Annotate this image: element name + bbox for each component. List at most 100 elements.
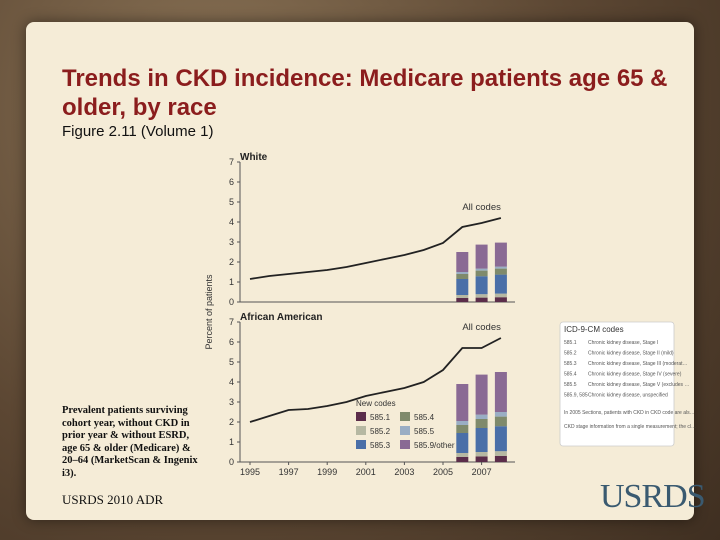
series-line bbox=[249, 337, 502, 423]
y-tick-label: 4 bbox=[229, 217, 234, 227]
y-tick-label: 1 bbox=[229, 277, 234, 287]
bar-segment bbox=[456, 425, 469, 433]
bar-segment bbox=[475, 276, 488, 295]
y-tick-label: 7 bbox=[229, 317, 234, 327]
codes-row-desc: Chronic kidney disease, Stage V (exclude… bbox=[588, 382, 689, 388]
codes-note: In 2005 Sections, patients with CKD in C… bbox=[564, 410, 695, 416]
y-tick-label: 6 bbox=[229, 337, 234, 347]
bar-segment bbox=[494, 242, 507, 267]
bar-segment bbox=[494, 456, 507, 462]
y-tick-label: 0 bbox=[229, 457, 234, 467]
y-tick-label: 6 bbox=[229, 177, 234, 187]
codes-box bbox=[559, 321, 675, 447]
y-axis-label: Percent of patients bbox=[204, 274, 214, 350]
y-tick-label: 1 bbox=[229, 437, 234, 447]
bar-segment bbox=[494, 372, 507, 412]
y-tick-label: 5 bbox=[229, 197, 234, 207]
y-tick-label: 7 bbox=[229, 157, 234, 167]
bar-segment bbox=[475, 414, 488, 419]
bar-segment bbox=[494, 293, 507, 298]
panel-label: African American bbox=[240, 312, 322, 323]
bar-segment bbox=[494, 451, 507, 456]
x-tick-label: 2005 bbox=[433, 467, 453, 477]
legend-swatch bbox=[356, 412, 366, 421]
y-tick-label: 2 bbox=[229, 257, 234, 267]
y-tick-label: 2 bbox=[229, 417, 234, 427]
bar-segment bbox=[494, 297, 507, 302]
bar-segment bbox=[475, 244, 488, 269]
bar-segment bbox=[475, 374, 488, 415]
x-tick-label: 1999 bbox=[317, 467, 337, 477]
codes-row-code: 585.4 bbox=[564, 372, 577, 378]
x-tick-label: 1997 bbox=[279, 467, 299, 477]
bar-segment bbox=[494, 412, 507, 417]
codes-row-code: 585.9, 585 bbox=[564, 393, 588, 399]
codes-row-code: 585.5 bbox=[564, 382, 577, 388]
bar-segment bbox=[456, 298, 469, 302]
series-annotation: All codes bbox=[462, 322, 501, 333]
bar-segment bbox=[456, 272, 469, 274]
codes-row-desc: Chronic kidney disease, Stage IV (severe… bbox=[588, 372, 682, 378]
bar-segment bbox=[494, 416, 507, 427]
legend-swatch bbox=[356, 440, 366, 449]
legend-label: 585.1 bbox=[370, 413, 391, 422]
legend-swatch bbox=[400, 412, 410, 421]
panel-label: White bbox=[240, 152, 268, 163]
legend-label: 585.2 bbox=[370, 427, 391, 436]
codes-box-title: ICD-9-CM codes bbox=[564, 325, 624, 334]
bar-segment bbox=[475, 452, 488, 457]
legend-title: New codes bbox=[356, 399, 396, 408]
bar-segment bbox=[494, 268, 507, 275]
x-tick-label: 1995 bbox=[240, 467, 260, 477]
x-tick-label: 2007 bbox=[472, 467, 492, 477]
codes-note: CKD stage information from a single meas… bbox=[564, 424, 696, 430]
bar-segment bbox=[456, 457, 469, 462]
footnote-text: Prevalent patients surviving cohort year… bbox=[62, 405, 198, 479]
bar-segment bbox=[475, 297, 488, 302]
bar-segment bbox=[494, 426, 507, 452]
bar-segment bbox=[456, 252, 469, 272]
legend-label: 585.3 bbox=[370, 441, 391, 450]
bar-segment bbox=[475, 270, 488, 277]
legend-label: 585.5 bbox=[414, 427, 435, 436]
x-tick-label: 2001 bbox=[356, 467, 376, 477]
codes-row-desc: Chronic kidney disease, unspecified bbox=[588, 393, 668, 399]
codes-row-code: 585.3 bbox=[564, 361, 577, 367]
usrds-logo: USRDS bbox=[600, 478, 706, 515]
figure-subtitle: Figure 2.11 (Volume 1) bbox=[62, 123, 214, 140]
y-tick-label: 5 bbox=[229, 357, 234, 367]
codes-row-desc: Chronic kidney disease, Stage I bbox=[588, 340, 658, 346]
bar-segment bbox=[475, 428, 488, 452]
bar-segment bbox=[475, 456, 488, 462]
bar-segment bbox=[456, 421, 469, 425]
legend-swatch bbox=[400, 426, 410, 435]
slide-title: Trends in CKD incidence: Medicare patien… bbox=[62, 65, 668, 121]
bar-segment bbox=[456, 384, 469, 421]
series-line bbox=[249, 217, 502, 280]
y-tick-label: 3 bbox=[229, 237, 234, 247]
y-tick-label: 3 bbox=[229, 397, 234, 407]
bar-segment bbox=[475, 294, 488, 298]
bar-segment bbox=[494, 266, 507, 269]
bar-segment bbox=[475, 419, 488, 428]
bar-segment bbox=[456, 453, 469, 457]
legend-swatch bbox=[356, 426, 366, 435]
codes-row-code: 585.1 bbox=[564, 340, 577, 346]
codes-row-code: 585.2 bbox=[564, 351, 577, 357]
bar-segment bbox=[456, 279, 469, 295]
bar-segment bbox=[475, 268, 488, 271]
legend-label: 585.4 bbox=[414, 413, 435, 422]
series-annotation: All codes bbox=[462, 202, 501, 213]
bar-segment bbox=[494, 274, 507, 294]
bar-segment bbox=[456, 274, 469, 279]
y-tick-label: 4 bbox=[229, 377, 234, 387]
y-tick-label: 0 bbox=[229, 297, 234, 307]
codes-row-desc: Chronic kidney disease, Stage II (mild) bbox=[588, 351, 674, 357]
legend-swatch bbox=[400, 440, 410, 449]
legend-label: 585.9/other bbox=[414, 441, 455, 450]
footer-source: USRDS 2010 ADR bbox=[62, 492, 164, 507]
bar-segment bbox=[456, 433, 469, 453]
x-tick-label: 2003 bbox=[394, 467, 414, 477]
codes-row-desc: Chronic kidney disease, Stage III (moder… bbox=[588, 361, 688, 367]
